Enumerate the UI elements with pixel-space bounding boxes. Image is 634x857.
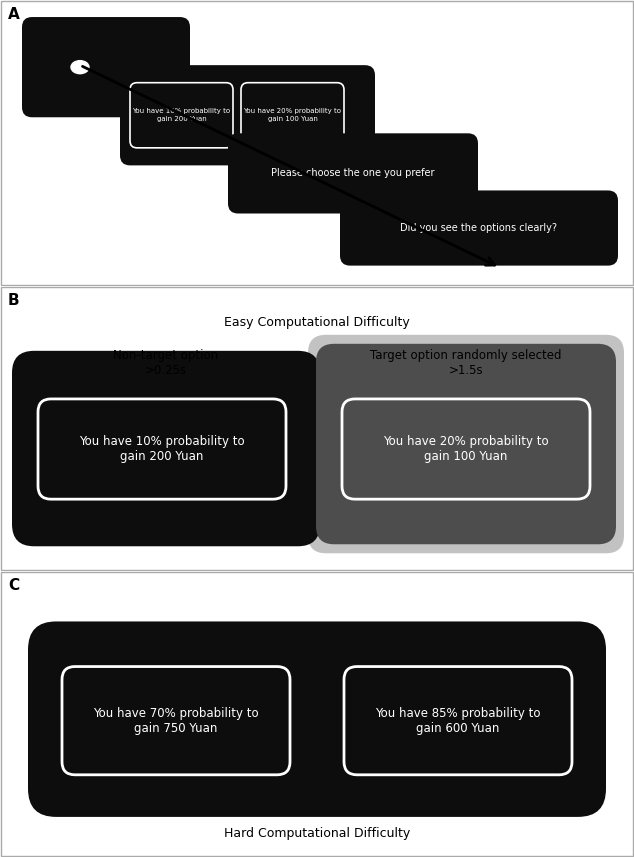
FancyBboxPatch shape <box>62 667 290 775</box>
Text: You have 85% probability to
gain 600 Yuan: You have 85% probability to gain 600 Yua… <box>375 707 541 734</box>
FancyBboxPatch shape <box>130 82 233 148</box>
Text: Non-target option
>0.25s: Non-target option >0.25s <box>113 349 219 377</box>
FancyBboxPatch shape <box>120 65 375 165</box>
Ellipse shape <box>71 61 89 74</box>
FancyBboxPatch shape <box>1 287 633 570</box>
FancyBboxPatch shape <box>1 572 633 856</box>
FancyBboxPatch shape <box>12 351 320 546</box>
FancyBboxPatch shape <box>308 335 624 554</box>
Text: You have 20% probability to
gain 100 Yuan: You have 20% probability to gain 100 Yua… <box>383 435 549 463</box>
Text: You have 10% probability to
gain 200 Yuan: You have 10% probability to gain 200 Yua… <box>133 108 231 123</box>
Text: Target option randomly selected
>1.5s: Target option randomly selected >1.5s <box>370 349 562 377</box>
FancyBboxPatch shape <box>22 17 190 117</box>
Text: You have 20% probability to
gain 100 Yuan: You have 20% probability to gain 100 Yua… <box>243 108 342 123</box>
FancyBboxPatch shape <box>344 667 572 775</box>
Text: Did you see the options clearly?: Did you see the options clearly? <box>401 223 557 233</box>
Text: Easy Computational Difficulty: Easy Computational Difficulty <box>224 315 410 329</box>
Text: B: B <box>8 293 20 308</box>
FancyBboxPatch shape <box>241 82 344 148</box>
FancyBboxPatch shape <box>1 1 633 285</box>
Text: You have 10% probability to
gain 200 Yuan: You have 10% probability to gain 200 Yua… <box>79 435 245 463</box>
Text: You have 70% probability to
gain 750 Yuan: You have 70% probability to gain 750 Yua… <box>93 707 259 734</box>
FancyBboxPatch shape <box>38 399 286 499</box>
Text: C: C <box>8 578 19 593</box>
FancyBboxPatch shape <box>316 344 616 544</box>
Text: Hard Computational Difficulty: Hard Computational Difficulty <box>224 827 410 840</box>
FancyBboxPatch shape <box>228 134 478 213</box>
FancyBboxPatch shape <box>342 399 590 499</box>
Text: A: A <box>8 7 20 22</box>
Text: Please choose the one you prefer: Please choose the one you prefer <box>271 169 435 178</box>
FancyBboxPatch shape <box>340 190 618 266</box>
FancyBboxPatch shape <box>28 621 606 817</box>
